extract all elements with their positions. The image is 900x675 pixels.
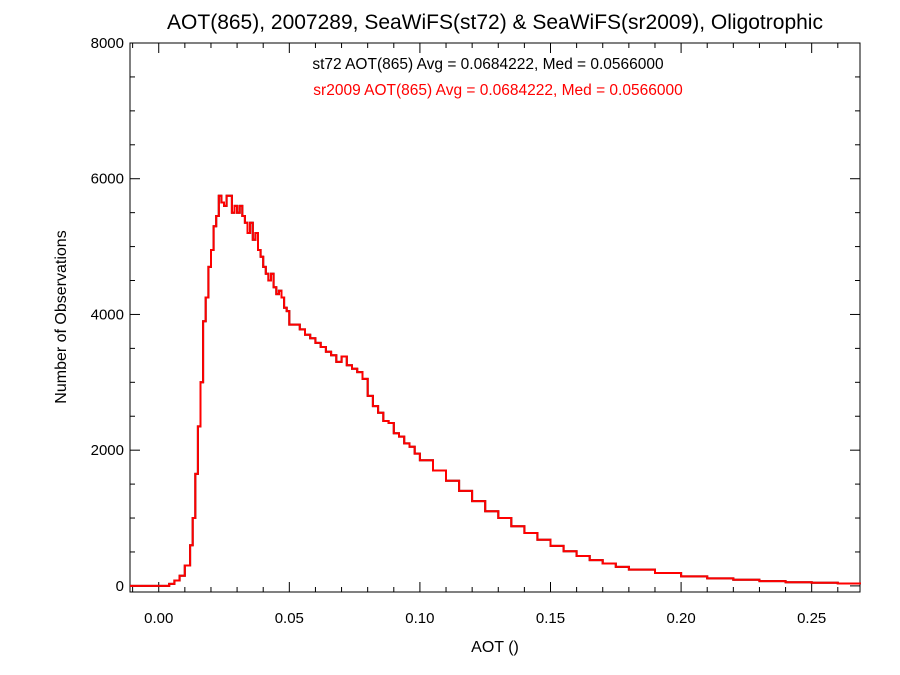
y-axis-ticks: 0 2000 4000 6000 8000	[91, 35, 860, 595]
x-tick-label: 0.25	[797, 610, 826, 627]
series-group	[130, 194, 861, 587]
y-tick-label: 0	[116, 578, 124, 595]
x-tick-label: 0.15	[536, 610, 565, 627]
y-tick-label: 2000	[91, 442, 124, 459]
annotation-sr2009-stats: sr2009 AOT(865) Avg = 0.0684222, Med = 0…	[313, 82, 683, 99]
x-tick-label: 0.05	[275, 610, 304, 627]
y-axis-label: Number of Observations	[53, 230, 70, 403]
y-tick-label: 4000	[91, 306, 124, 323]
x-tick-label: 0.10	[405, 610, 434, 627]
y-tick-label: 6000	[91, 171, 124, 188]
x-tick-label: 0.00	[144, 610, 173, 627]
plot-frame	[129, 42, 861, 593]
y-tick-label: 8000	[91, 35, 124, 52]
chart-title: AOT(865), 2007289, SeaWiFS(st72) & SeaWi…	[167, 11, 823, 34]
annotation-st72-stats: st72 AOT(865) Avg = 0.0684222, Med = 0.0…	[312, 56, 664, 73]
x-axis-label: AOT ()	[471, 639, 519, 656]
series-line-sr2009	[130, 194, 861, 587]
x-axis-ticks: 0.00 0.05 0.10 0.15 0.20 0.25	[132, 43, 839, 627]
x-tick-label: 0.20	[666, 610, 695, 627]
